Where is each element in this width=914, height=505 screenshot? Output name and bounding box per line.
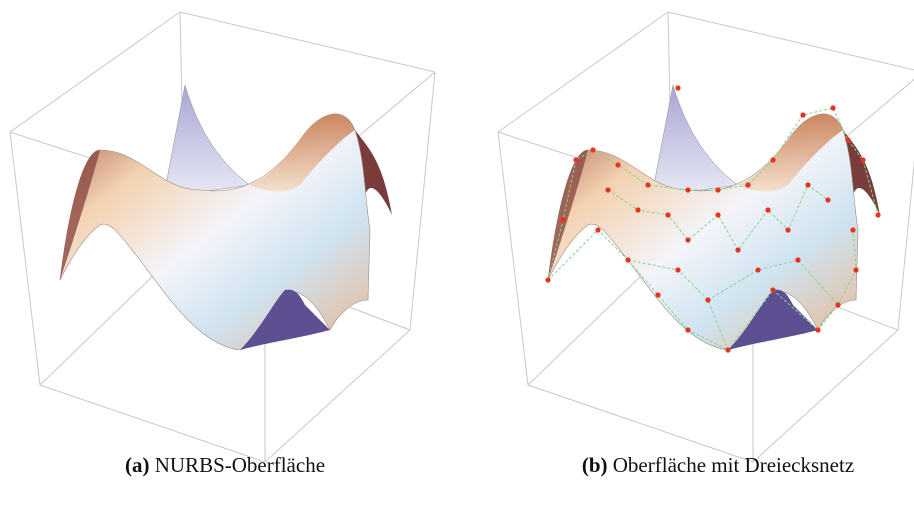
figure: (a) NURBS-Oberfläche (b) Oberfläche mit … — [0, 0, 914, 505]
control-point — [770, 157, 775, 162]
caption-label: (a) — [125, 453, 150, 477]
control-point — [765, 207, 770, 212]
control-point — [655, 292, 660, 297]
caption-a: (a) NURBS-Oberfläche — [125, 453, 325, 478]
control-point — [705, 297, 710, 302]
control-point — [595, 227, 600, 232]
control-point — [605, 187, 610, 192]
control-point — [735, 247, 740, 252]
control-point — [795, 257, 800, 262]
caption-text: Oberfläche mit Dreiecksnetz — [613, 453, 854, 477]
control-point — [825, 197, 830, 202]
caption-label: (b) — [582, 453, 608, 477]
control-point — [685, 187, 690, 192]
control-point — [560, 217, 565, 222]
caption-b: (b) Oberfläche mit Dreiecksnetz — [582, 453, 854, 478]
plots — [0, 0, 914, 505]
control-point — [835, 302, 840, 307]
control-point — [830, 105, 835, 110]
control-point — [755, 267, 760, 272]
caption-text: NURBS-Oberfläche — [155, 453, 325, 477]
control-point — [715, 187, 720, 192]
control-point — [800, 112, 805, 117]
control-point — [635, 207, 640, 212]
control-point — [853, 267, 858, 272]
control-point — [875, 212, 880, 217]
control-point — [545, 277, 550, 282]
control-point — [715, 212, 720, 217]
control-point — [615, 162, 620, 167]
plot-a — [10, 12, 435, 462]
control-point — [573, 157, 578, 162]
control-point — [685, 237, 690, 242]
control-point — [675, 85, 680, 90]
control-point — [590, 147, 595, 152]
control-point — [685, 327, 690, 332]
control-point — [860, 157, 865, 162]
plot-b — [498, 12, 914, 462]
control-point — [850, 227, 855, 232]
control-point — [665, 212, 670, 217]
control-point — [815, 327, 820, 332]
control-point — [625, 257, 630, 262]
control-point — [785, 227, 790, 232]
control-point — [675, 267, 680, 272]
control-point — [745, 182, 750, 187]
control-point — [805, 182, 810, 187]
control-point — [770, 287, 775, 292]
control-point — [845, 137, 850, 142]
control-point — [725, 347, 730, 352]
control-point — [645, 182, 650, 187]
